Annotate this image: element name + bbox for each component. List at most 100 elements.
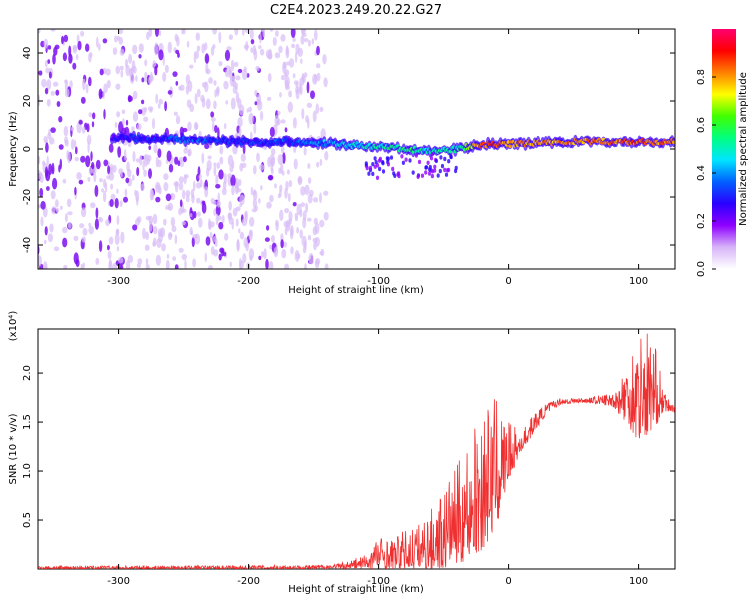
- spectrogram-scatter-cell: [420, 173, 425, 178]
- spectrogram-noise-blob: [47, 45, 52, 50]
- spectrogram-noise-blob: [258, 198, 261, 204]
- spectrogram-noise-blob: [234, 61, 239, 67]
- spectrogram-noise-blob: [283, 241, 288, 248]
- spectrogram-noise-blob: [148, 145, 151, 150]
- spectrogram-noise-blob: [62, 237, 68, 248]
- spectrogram-noise-blob: [292, 37, 296, 42]
- spectrogram-ridge-cell: [462, 147, 467, 152]
- snr-y-tick-label: 0.5: [22, 512, 33, 528]
- spectrogram-scatter-cell: [389, 155, 394, 160]
- spectrogram-noise-blob: [39, 173, 44, 184]
- spectrogram-noise-blob: [213, 80, 217, 86]
- spectrogram-noise-blob: [56, 101, 61, 107]
- spectrogram-noise-blob: [264, 237, 270, 242]
- spectrogram-noise-blob: [189, 213, 193, 218]
- spectrogram-noise-blob: [303, 146, 307, 156]
- spectrogram-x-tick-label: 100: [629, 276, 648, 287]
- snr-x-axis: -300 -200 -100 0 100: [107, 329, 648, 587]
- spectrogram-noise-blob: [118, 29, 123, 35]
- spectrogram-noise-blob: [279, 209, 284, 222]
- spectrogram-noise-blob: [287, 101, 293, 113]
- spectrogram-noise-blob: [314, 222, 320, 235]
- spectrogram-noise-blob: [48, 71, 52, 79]
- spectrogram-noise-blob: [166, 253, 170, 259]
- spectrogram-noise-blob: [221, 187, 227, 196]
- spectrogram-noise-blob: [78, 179, 84, 185]
- spectrogram-noise-blob: [48, 128, 51, 136]
- spectrogram-noise-blob: [126, 161, 130, 173]
- spectrogram-noise-blob: [160, 227, 166, 238]
- spectrogram-noise-blob: [284, 208, 290, 214]
- spectrogram-noise-blob: [103, 109, 106, 120]
- spectrogram-noise-blob: [164, 101, 168, 112]
- spectrogram-noise-blob: [201, 200, 206, 205]
- spectrogram-noise-blob: [230, 97, 236, 110]
- spectrogram-noise-blob: [79, 223, 85, 229]
- spectrogram-noise-blob: [170, 216, 176, 227]
- spectrogram-noise-blob: [185, 195, 190, 203]
- spectrogram-noise-blob: [201, 98, 206, 108]
- spectrogram-noise-blob: [91, 162, 95, 170]
- spectrogram-noise-blob: [88, 222, 92, 227]
- spectrogram-noise-blob: [75, 146, 78, 155]
- spectrogram-noise-blob: [110, 183, 114, 190]
- spectrogram-noise-blob: [253, 48, 258, 61]
- spectrogram-scatter-cell: [365, 165, 369, 171]
- spectrogram-noise-blob: [158, 98, 163, 105]
- spectrogram-noise-blob: [44, 60, 48, 68]
- spectrogram-noise-blob: [85, 83, 89, 94]
- spectrogram-noise-blob: [148, 215, 154, 225]
- spectrogram-scatter-cell: [381, 160, 385, 165]
- spectrogram-scatter-cell: [371, 162, 375, 167]
- spectrogram-noise-blob: [294, 212, 299, 219]
- spectrogram-noise-blob: [70, 138, 75, 150]
- spectrogram-noise-blob: [47, 233, 54, 243]
- spectrogram-noise-blob: [269, 194, 274, 203]
- spectrogram-noise-blob: [267, 53, 273, 60]
- spectrogram-noise-blob: [215, 184, 221, 189]
- spectrogram-noise-blob: [223, 80, 229, 90]
- spectrogram-scatter-cell: [436, 173, 440, 178]
- spectrogram-noise-blob: [114, 35, 118, 43]
- spectrogram-noise-blob: [237, 68, 243, 74]
- spectrogram-scatter-cell: [443, 167, 447, 173]
- spectrogram-noise-blob: [311, 38, 315, 45]
- spectrogram-noise-blob: [260, 185, 263, 191]
- spectrogram-noise-blob: [312, 237, 318, 243]
- spectrogram-noise-blob: [51, 162, 55, 175]
- spectrogram-noise-blob: [109, 163, 114, 175]
- spectrogram-noise-blob: [98, 88, 103, 100]
- spectrogram-noise-blob: [258, 255, 262, 261]
- spectrogram-noise-blob: [186, 99, 192, 108]
- spectrogram-noise-blob: [156, 238, 162, 249]
- spectrogram-ridge-layer: [109, 130, 675, 180]
- spectrogram-noise-blob: [132, 224, 138, 231]
- spectrogram-noise-blob: [212, 120, 215, 132]
- spectrogram-noise-blob: [218, 253, 222, 261]
- spectrogram-noise-blob: [213, 162, 217, 167]
- spectrogram-noise-blob: [184, 259, 187, 269]
- spectrogram-noise-blob: [234, 182, 239, 195]
- spectrogram-noise-blob: [280, 239, 284, 249]
- spectrogram-noise-blob: [88, 76, 92, 87]
- spectrogram-noise-blob: [64, 136, 68, 144]
- spectrogram-noise-blob: [142, 227, 146, 240]
- spectrogram-y-axis: -40 -20 0 20 40: [22, 47, 675, 253]
- spectrogram-noise-blob: [152, 225, 158, 235]
- spectrogram-noise-blob: [323, 77, 328, 88]
- spectrogram-noise-blob: [319, 192, 322, 204]
- spectrogram-noise-blob: [261, 251, 265, 258]
- spectrogram-noise-blob: [118, 256, 124, 264]
- spectrogram-noise-blob: [212, 44, 216, 49]
- spectrogram-ridge-cell: [508, 144, 512, 149]
- spectrogram-noise-blob: [223, 123, 227, 130]
- spectrogram-scatter-cell: [447, 159, 451, 164]
- spectrogram-noise-blob: [76, 34, 80, 43]
- spectrogram-scatter-cell: [414, 153, 418, 158]
- spectrogram-noise-blob: [222, 180, 227, 190]
- spectrogram-noise-blob: [152, 241, 156, 247]
- spectrogram-noise-blob: [193, 51, 197, 64]
- spectrogram-scatter-cell: [433, 164, 437, 169]
- spectrogram-noise-blob: [116, 188, 119, 194]
